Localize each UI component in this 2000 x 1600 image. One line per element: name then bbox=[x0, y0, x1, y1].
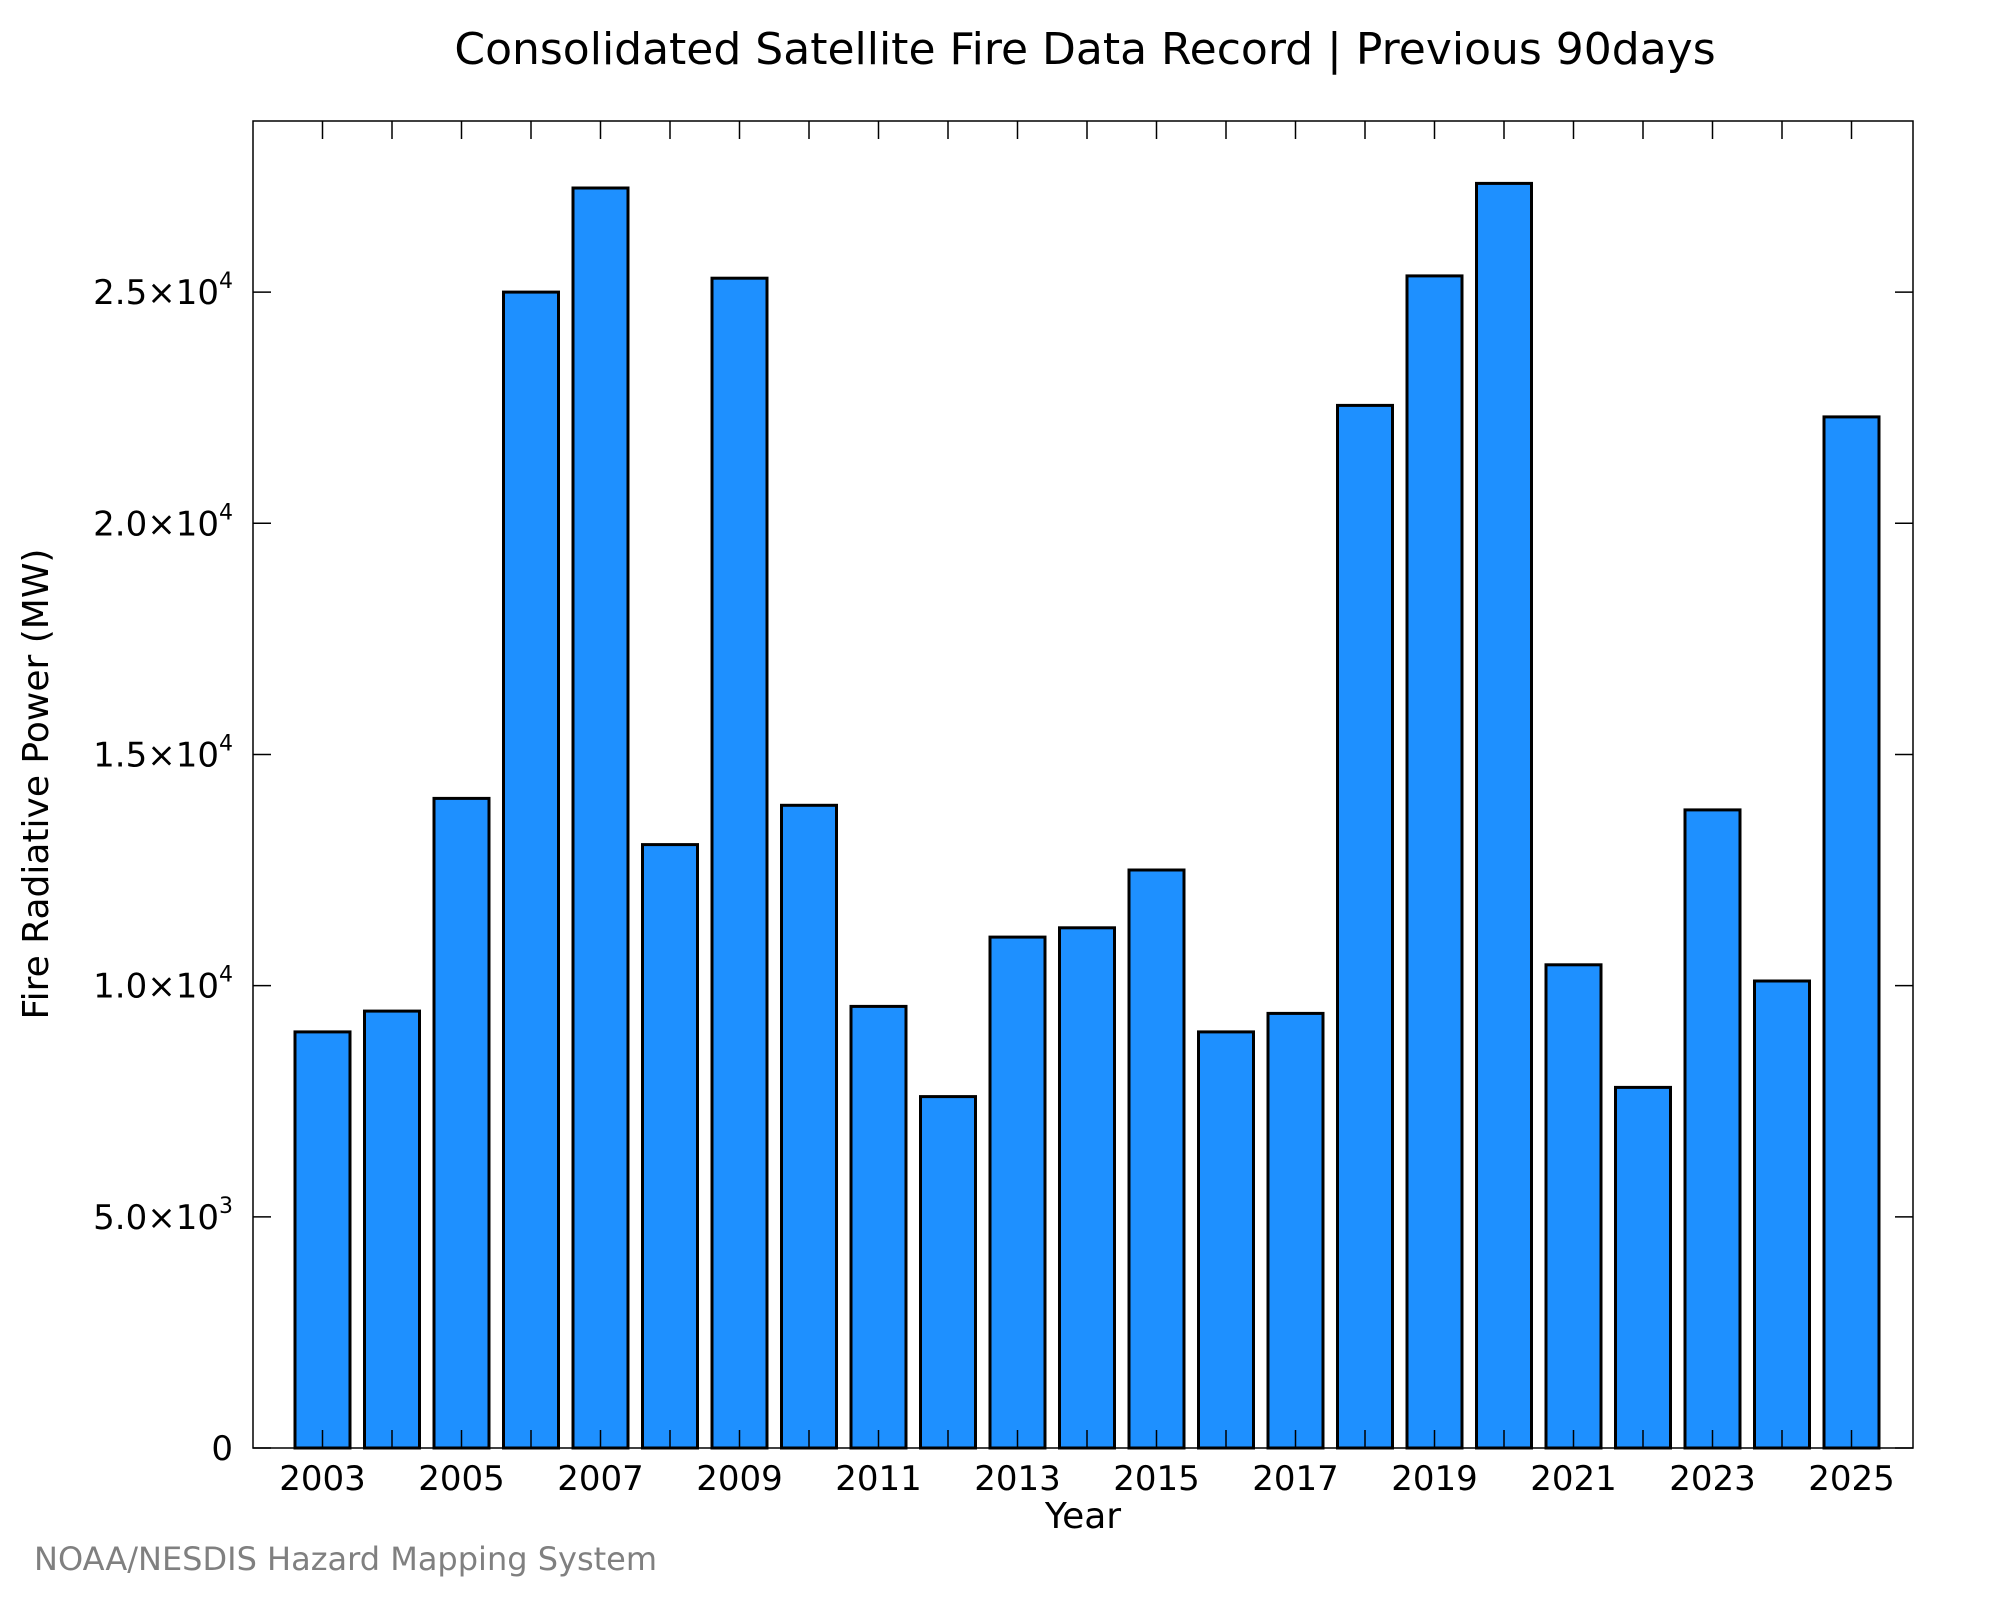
x-tick-label-2025: 2025 bbox=[1808, 1459, 1895, 1499]
bar-2003 bbox=[293, 1030, 352, 1450]
bar-2008 bbox=[641, 843, 699, 1450]
bar-2023 bbox=[1683, 808, 1742, 1450]
x-tick-label-2023: 2023 bbox=[1669, 1459, 1756, 1499]
x-axis-label: Year bbox=[1044, 1496, 1121, 1537]
x-axis-ticks: 2003 2005 2007 2009 2011 2013 2015 2017 2019 2021… bbox=[279, 121, 1895, 1499]
bar-2017 bbox=[1266, 1011, 1325, 1450]
x-tick-label-2019: 2019 bbox=[1391, 1459, 1478, 1499]
y-tick-label-0: 0 bbox=[211, 1429, 233, 1469]
bar-2007 bbox=[571, 186, 630, 1450]
bar-2010 bbox=[780, 803, 838, 1450]
bar-2009 bbox=[710, 276, 769, 1450]
x-tick-label-2009: 2009 bbox=[696, 1459, 783, 1499]
x-tick-label-2013: 2013 bbox=[974, 1459, 1061, 1499]
bar-2025 bbox=[1822, 415, 1881, 1450]
y-axis-label: Fire Radiative Power (MW) bbox=[16, 549, 57, 1020]
bar-2021 bbox=[1544, 963, 1603, 1450]
y-tick-label-15000: 1.5×104 bbox=[93, 731, 233, 775]
x-tick-label-2015: 2015 bbox=[1113, 1459, 1200, 1499]
x-tick-label-2021: 2021 bbox=[1530, 1459, 1617, 1499]
chart-title: Consolidated Satellite Fire Data Record … bbox=[454, 24, 1715, 75]
source-credit: NOAA/NESDIS Hazard Mapping System bbox=[34, 1540, 658, 1578]
bar-2014 bbox=[1058, 926, 1116, 1450]
bar-2015 bbox=[1127, 868, 1186, 1450]
x-tick-label-2005: 2005 bbox=[418, 1459, 505, 1499]
y-tick-label-5000: 5.0×103 bbox=[93, 1194, 233, 1238]
bar-2019 bbox=[1405, 274, 1464, 1450]
y-tick-label-10000: 1.0×104 bbox=[93, 963, 233, 1007]
x-tick-label-2003: 2003 bbox=[279, 1459, 366, 1499]
y-axis-ticks: 0 5.0×103 1.0×104 1.5×104 2.0×104 2.5×104 bbox=[93, 269, 1913, 1469]
bar-2022 bbox=[1614, 1085, 1672, 1450]
bar-2011 bbox=[849, 1004, 908, 1450]
bar-2024 bbox=[1753, 979, 1811, 1450]
bar-2020 bbox=[1475, 181, 1533, 1450]
bar-2016 bbox=[1197, 1030, 1255, 1450]
x-tick-label-2017: 2017 bbox=[1252, 1459, 1339, 1499]
bars-group bbox=[293, 181, 1881, 1450]
x-tick-label-2011: 2011 bbox=[835, 1459, 922, 1499]
plot-area: 2003 2005 2007 2009 2011 2013 2015 2017 2019 2021… bbox=[93, 120, 1914, 1499]
bar-2012 bbox=[919, 1095, 977, 1450]
x-tick-label-2007: 2007 bbox=[557, 1459, 644, 1499]
bar-2004 bbox=[363, 1009, 421, 1450]
y-tick-label-20000: 2.0×104 bbox=[93, 500, 233, 544]
bar-2018 bbox=[1336, 403, 1394, 1450]
bar-2006 bbox=[502, 290, 560, 1450]
y-tick-label-25000: 2.5×104 bbox=[93, 269, 233, 313]
bar-2005 bbox=[432, 796, 491, 1450]
bar-2013 bbox=[988, 935, 1047, 1450]
